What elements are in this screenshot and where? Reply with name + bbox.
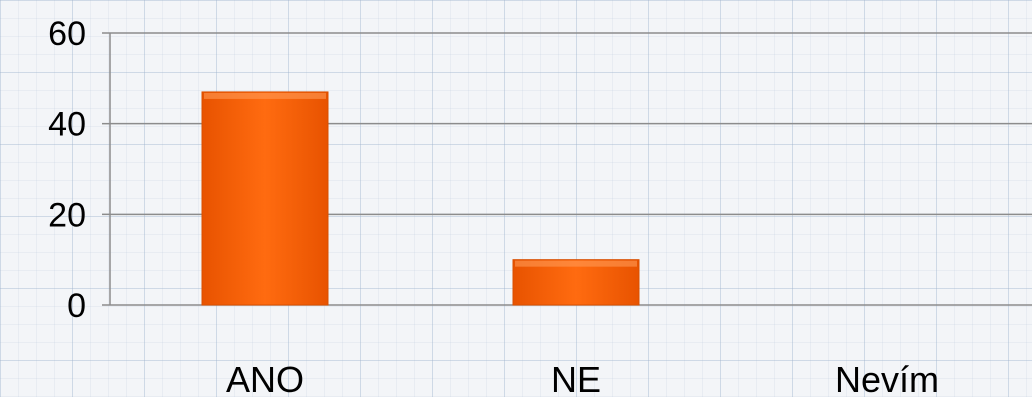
y-tick-label: 60 — [48, 15, 86, 53]
bar-ano — [201, 91, 329, 306]
x-category-label: NE — [551, 359, 601, 397]
x-axis-labels: ANO NE Nevím — [226, 359, 939, 397]
bars — [201, 91, 640, 306]
x-category-label: Nevím — [835, 359, 939, 397]
bar-ne — [512, 259, 640, 306]
y-axis-ticks: 0 20 40 60 — [48, 15, 110, 325]
y-tick-label: 20 — [48, 196, 86, 234]
bar-highlight — [204, 92, 326, 99]
y-tick-label: 0 — [67, 287, 86, 325]
x-category-label: ANO — [226, 359, 304, 397]
bar-highlight — [515, 260, 637, 267]
y-tick-label: 40 — [48, 106, 86, 144]
